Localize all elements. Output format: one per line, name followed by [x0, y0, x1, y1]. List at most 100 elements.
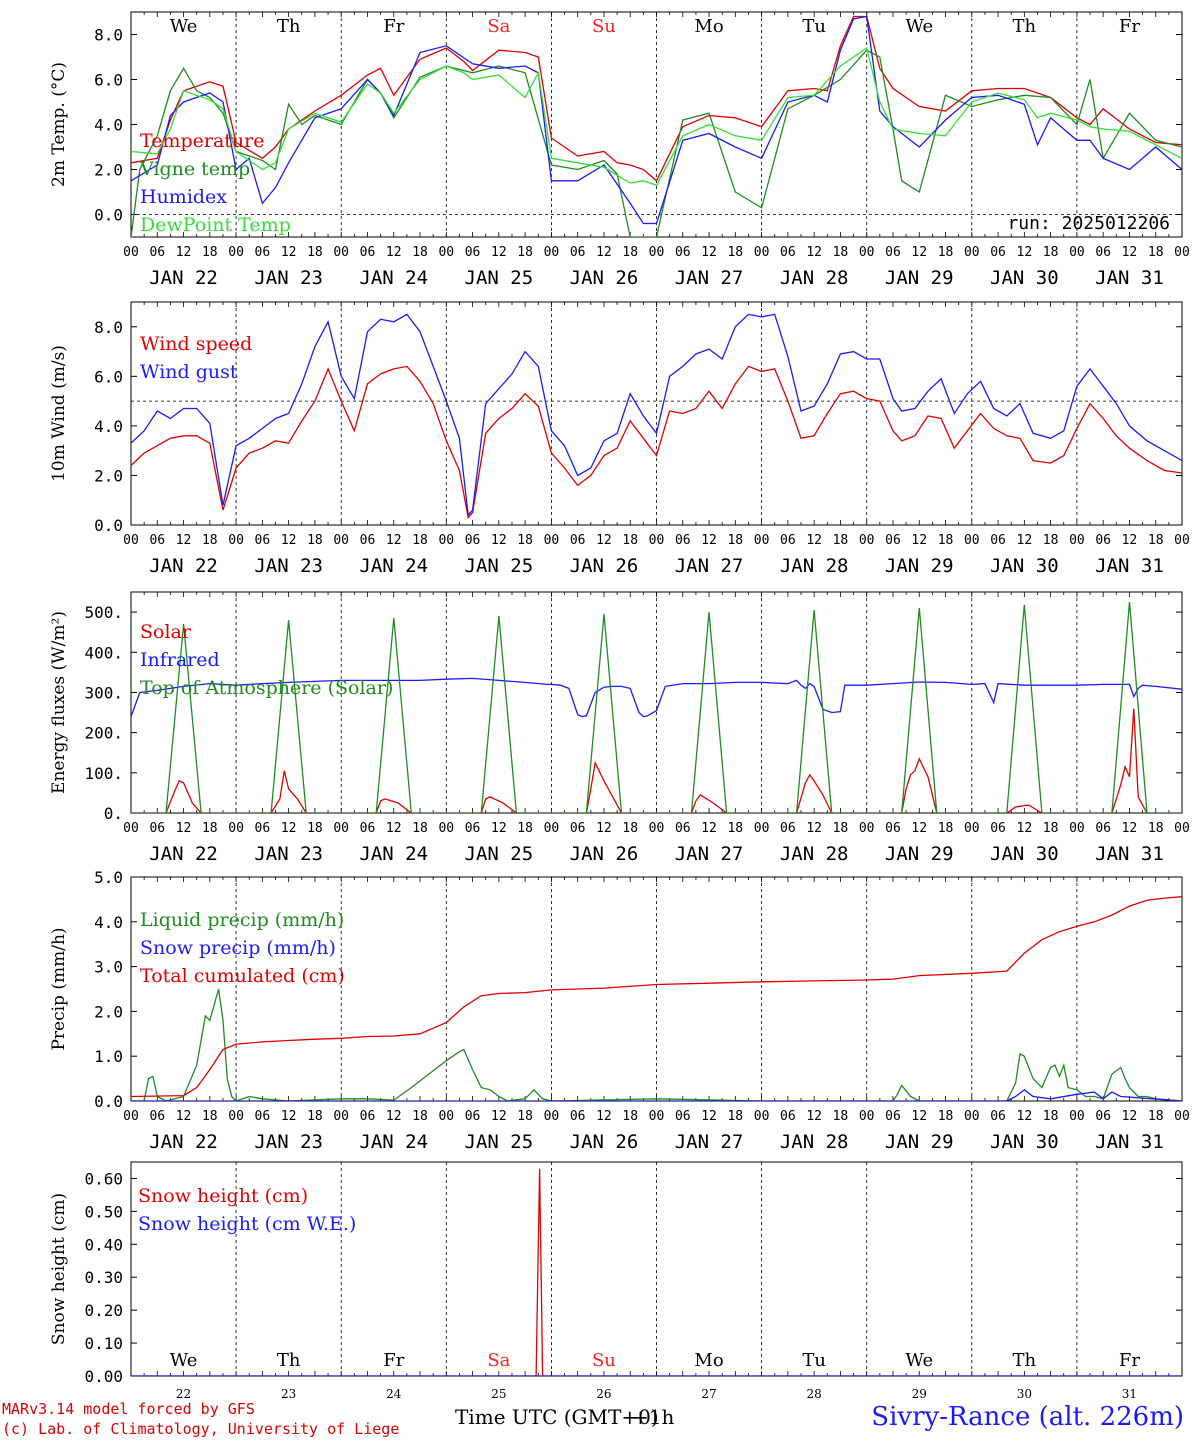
- hour-tick-label: 12: [701, 1109, 717, 1124]
- hour-tick-label: 06: [570, 1109, 586, 1124]
- date-label: JAN 27: [675, 843, 744, 865]
- hour-tick-label: 12: [1122, 533, 1138, 548]
- hour-tick-label: 00: [1174, 1109, 1190, 1124]
- date-label: JAN 24: [359, 555, 428, 577]
- hour-tick-label: 00: [649, 821, 665, 836]
- legend-entry: Snow height (cm): [138, 1185, 308, 1207]
- hour-tick-label: 00: [438, 245, 454, 260]
- hour-tick-label: 18: [307, 533, 323, 548]
- hour-tick-label: 18: [622, 533, 638, 548]
- y-tick-label: 0.10: [84, 1334, 123, 1353]
- date-label: JAN 24: [359, 267, 428, 289]
- hour-tick-label: 18: [1148, 1109, 1164, 1124]
- weekday-label: Th: [1013, 16, 1037, 37]
- series-line: [131, 1088, 1182, 1101]
- series-line: [131, 15, 1182, 225]
- hour-tick-label: 18: [412, 533, 428, 548]
- hour-tick-label: 06: [780, 1109, 796, 1124]
- hour-tick-label: 00: [333, 1109, 349, 1124]
- hour-tick-label: 00: [123, 1109, 139, 1124]
- hour-tick-label: 12: [596, 533, 612, 548]
- y-tick-label: 0.0: [94, 516, 123, 535]
- hour-tick-label: 18: [833, 1109, 849, 1124]
- date-label: JAN 29: [885, 1131, 954, 1153]
- hour-tick-label: 06: [570, 245, 586, 260]
- date-label: JAN 31: [1095, 843, 1164, 865]
- series-group: [131, 601, 1182, 813]
- hour-tick-label: 00: [649, 245, 665, 260]
- hour-tick-label: 00: [1069, 1109, 1085, 1124]
- hour-tick-label: 12: [596, 245, 612, 260]
- hour-tick-label: 18: [1043, 245, 1059, 260]
- hour-tick-label: 12: [701, 821, 717, 836]
- hour-tick-label: 06: [885, 245, 901, 260]
- y-tick-label: 6.0: [94, 71, 123, 90]
- date-label: JAN 25: [465, 1131, 534, 1153]
- hour-tick-label: 00: [754, 245, 770, 260]
- series-line: [131, 601, 1182, 813]
- hour-tick-label: 06: [1095, 245, 1111, 260]
- hour-tick-label: 12: [491, 533, 507, 548]
- hour-tick-label: 18: [727, 245, 743, 260]
- hour-tick-label: 00: [964, 1109, 980, 1124]
- y-tick-label: 100.: [84, 764, 123, 783]
- y-tick-label: 6.0: [94, 367, 123, 386]
- hour-tick-label: 18: [1148, 821, 1164, 836]
- date-label: JAN 28: [780, 267, 849, 289]
- y-tick-label: 8.0: [94, 26, 123, 45]
- series-line: [131, 708, 1182, 813]
- x-axis-title: Time UTC (GMT+0): [455, 1405, 659, 1429]
- hour-tick-label: 00: [649, 1109, 665, 1124]
- hour-tick-label: 18: [517, 821, 533, 836]
- date-label: JAN 27: [675, 1131, 744, 1153]
- y-tick-label: 0.00: [84, 1367, 123, 1386]
- hour-tick-label: 12: [806, 821, 822, 836]
- date-label: JAN 23: [254, 555, 323, 577]
- hour-tick-label: 00: [228, 821, 244, 836]
- hour-tick-label: 18: [727, 821, 743, 836]
- series-group: [131, 896, 1182, 1101]
- day-number-label: 23: [281, 1387, 296, 1401]
- date-label: JAN 29: [885, 843, 954, 865]
- series-group: [131, 313, 1182, 520]
- date-label: JAN 31: [1095, 267, 1164, 289]
- y-tick-label: 500.: [84, 603, 123, 622]
- series-line: [131, 988, 1182, 1101]
- y-tick-label: 1.0: [94, 1047, 123, 1066]
- hour-tick-label: 12: [491, 821, 507, 836]
- hour-tick-label: 06: [675, 533, 691, 548]
- hour-tick-label: 18: [938, 1109, 954, 1124]
- hour-tick-label: 00: [649, 533, 665, 548]
- hour-tick-label: 06: [885, 1109, 901, 1124]
- hour-tick-label: 06: [570, 533, 586, 548]
- legend-entry: Liquid precip (mm/h): [140, 909, 344, 931]
- weekday-label: Tu: [802, 16, 826, 37]
- date-label: JAN 28: [780, 555, 849, 577]
- hour-tick-label: 06: [570, 821, 586, 836]
- hour-tick-label: 06: [990, 533, 1006, 548]
- date-label: JAN 26: [570, 1131, 639, 1153]
- hour-tick-label: 18: [517, 1109, 533, 1124]
- day-number-label: 29: [912, 1387, 927, 1401]
- hour-tick-label: 06: [255, 533, 271, 548]
- legend-entry: Infrared: [140, 649, 220, 671]
- hour-tick-label: 12: [1017, 1109, 1033, 1124]
- y-tick-label: 4.0: [94, 417, 123, 436]
- weekday-label: Th: [1013, 1350, 1037, 1371]
- day-number-label: 27: [701, 1387, 716, 1401]
- hour-tick-label: 18: [307, 821, 323, 836]
- hour-tick-label: 18: [412, 1109, 428, 1124]
- hour-tick-label: 18: [202, 245, 218, 260]
- series-line: [131, 896, 1182, 1098]
- weekday-label: We: [905, 16, 933, 37]
- y-axis-label: Snow height (cm): [49, 1193, 69, 1345]
- weekday-label: Su: [592, 16, 616, 37]
- date-label: JAN 22: [149, 843, 218, 865]
- hour-tick-label: 18: [517, 245, 533, 260]
- weekday-label: Mo: [694, 1350, 723, 1371]
- y-tick-label: 2.0: [94, 1002, 123, 1021]
- hour-tick-label: 12: [281, 533, 297, 548]
- weekday-label: We: [170, 1350, 198, 1371]
- legend-entry: Temperature: [140, 130, 264, 152]
